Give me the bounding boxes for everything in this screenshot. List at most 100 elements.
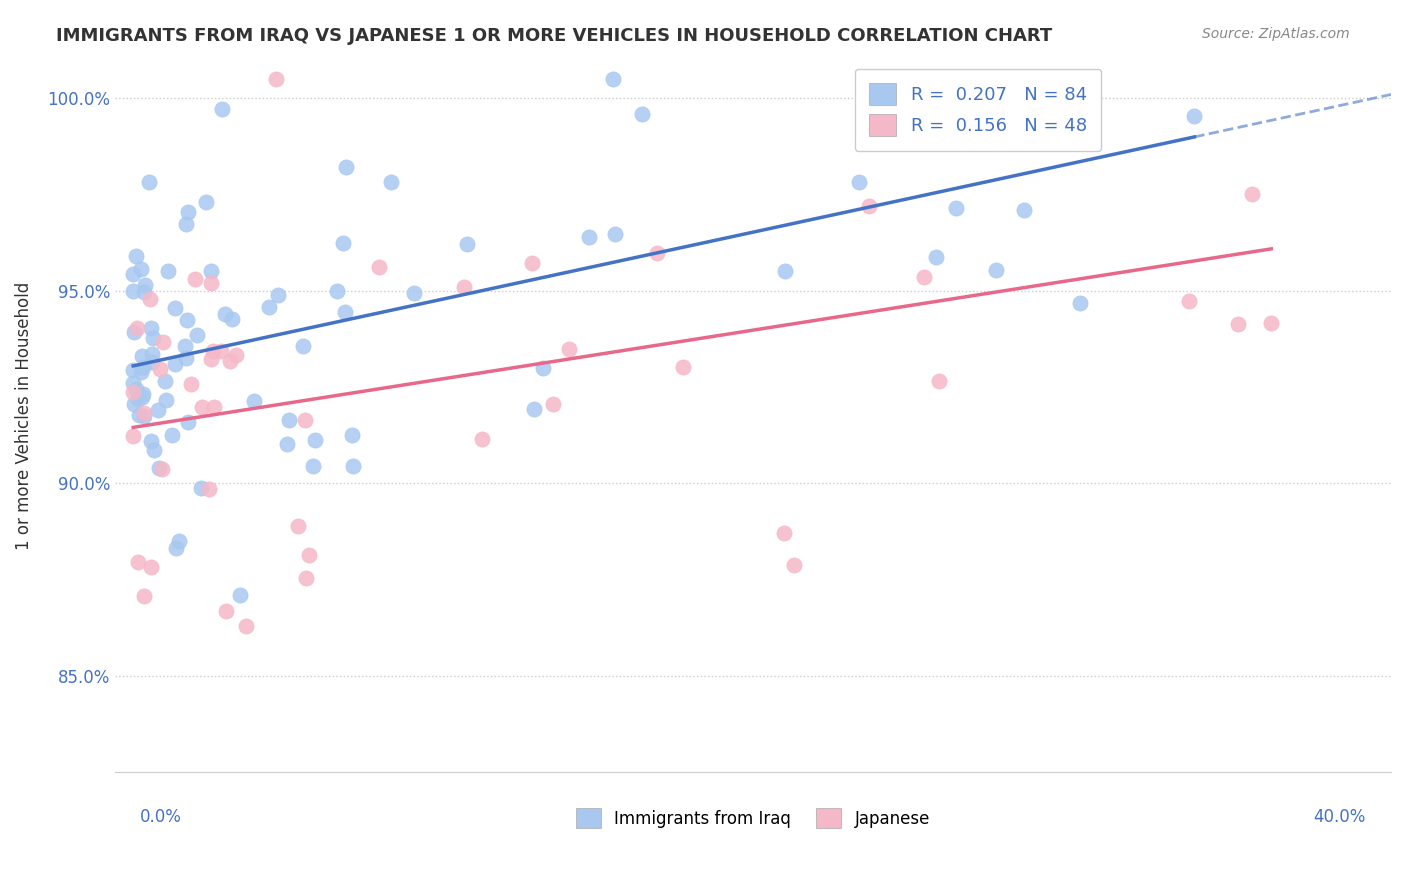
Point [180, 377, 202, 392]
Point [221, 312, 243, 326]
Point [149, 362, 172, 376]
Point [218, 354, 240, 368]
Point [148, 402, 170, 417]
Point [453, 280, 475, 294]
Point [1012, 202, 1035, 217]
Point [257, 300, 280, 314]
Point [165, 541, 187, 556]
Point [141, 355, 163, 369]
Point [131, 386, 153, 401]
Point [190, 481, 212, 495]
Point [186, 328, 208, 343]
Point [143, 442, 166, 457]
Point [225, 348, 247, 362]
Point [304, 433, 326, 447]
Point [127, 555, 149, 569]
Point [200, 264, 222, 278]
Point [235, 619, 257, 633]
Point [520, 256, 543, 270]
Point [129, 261, 152, 276]
Point [928, 374, 950, 388]
Point [332, 236, 354, 251]
Point [278, 412, 301, 426]
Point [1182, 109, 1205, 123]
Point [174, 217, 197, 231]
Point [127, 392, 149, 406]
Point [1178, 293, 1201, 308]
Point [773, 264, 796, 278]
Point [131, 390, 153, 404]
Legend: Immigrants from Iraq, Japanese: Immigrants from Iraq, Japanese [569, 801, 936, 835]
Point [202, 401, 225, 415]
Point [132, 285, 155, 300]
Point [342, 458, 364, 473]
Point [132, 589, 155, 603]
Point [925, 250, 948, 264]
Point [402, 285, 425, 300]
Point [291, 339, 314, 353]
Point [1038, 92, 1060, 106]
Point [783, 558, 806, 573]
Point [294, 413, 316, 427]
Point [267, 287, 290, 301]
Point [167, 534, 190, 549]
Point [302, 459, 325, 474]
Point [276, 437, 298, 451]
Text: 0.0%: 0.0% [141, 808, 183, 826]
Point [471, 432, 494, 446]
Point [1227, 317, 1250, 331]
Point [122, 284, 145, 298]
Point [155, 392, 177, 407]
Point [523, 402, 546, 417]
Point [132, 409, 155, 423]
Point [165, 358, 187, 372]
Point [578, 229, 600, 244]
Point [163, 301, 186, 315]
Point [287, 518, 309, 533]
Point [122, 325, 145, 339]
Point [153, 374, 176, 388]
Point [215, 605, 238, 619]
Point [295, 571, 318, 585]
Point [945, 201, 967, 215]
Point [333, 305, 356, 319]
Point [174, 351, 197, 365]
Point [174, 338, 197, 352]
Point [297, 548, 319, 562]
Point [122, 397, 145, 411]
Point [194, 195, 217, 210]
Text: Source: ZipAtlas.com: Source: ZipAtlas.com [1202, 27, 1350, 41]
Point [1069, 296, 1091, 310]
Point [125, 249, 148, 263]
Point [631, 107, 654, 121]
Point [122, 385, 145, 400]
Point [1025, 71, 1047, 86]
Point [368, 260, 391, 274]
Point [122, 363, 145, 377]
Point [603, 227, 626, 241]
Point [122, 267, 145, 281]
Point [122, 429, 145, 443]
Point [848, 175, 870, 189]
Point [128, 409, 150, 423]
Point [326, 285, 349, 299]
Point [129, 365, 152, 379]
Point [141, 321, 163, 335]
Point [139, 560, 162, 574]
Point [138, 175, 160, 189]
Point [200, 352, 222, 367]
Point [134, 278, 156, 293]
Point [1005, 115, 1028, 129]
Point [198, 483, 221, 497]
Point [531, 360, 554, 375]
Point [125, 382, 148, 396]
Point [672, 360, 695, 375]
Point [132, 406, 155, 420]
Point [156, 264, 179, 278]
Point [541, 396, 564, 410]
Point [229, 588, 252, 602]
Point [148, 460, 170, 475]
Point [1240, 186, 1263, 201]
Text: IMMIGRANTS FROM IRAQ VS JAPANESE 1 OR MORE VEHICLES IN HOUSEHOLD CORRELATION CHA: IMMIGRANTS FROM IRAQ VS JAPANESE 1 OR MO… [56, 27, 1053, 45]
Point [558, 343, 581, 357]
